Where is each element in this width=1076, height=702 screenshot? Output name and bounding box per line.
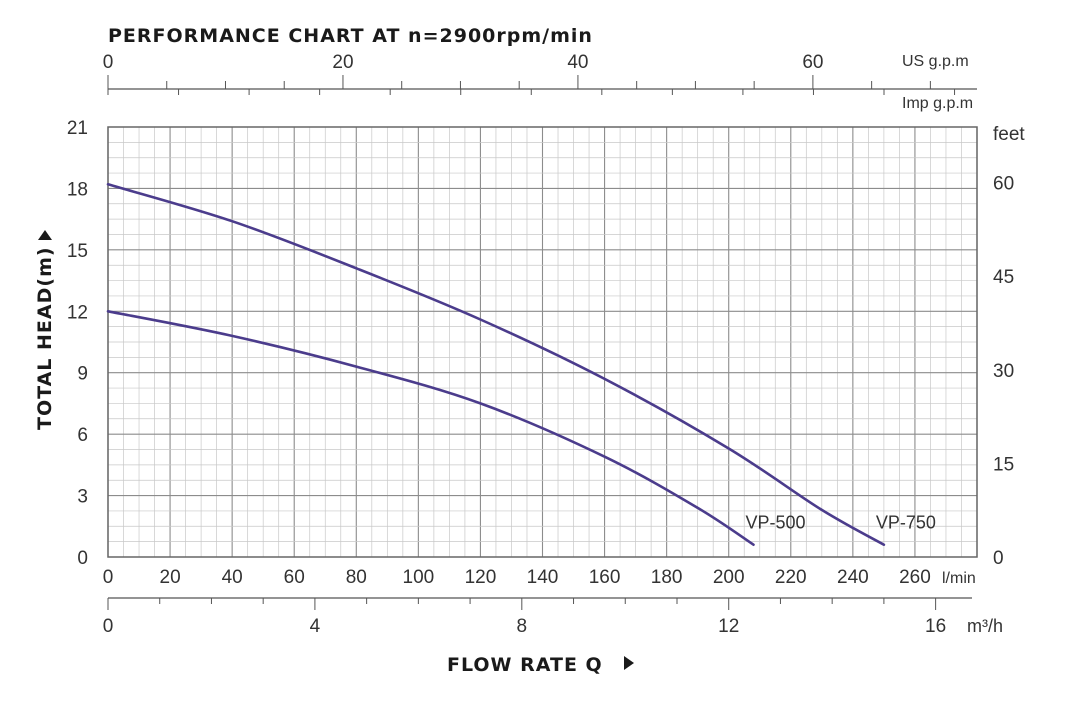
x-unit-label: l/min (942, 570, 976, 587)
x-axis-title: FLOW RATE Q (447, 654, 603, 676)
y-axis-arrow-icon (38, 230, 52, 240)
y-axis-title: TOTAL HEAD(m) (34, 246, 56, 430)
series-label: VP-500 (746, 513, 806, 533)
y-tick-label: 6 (77, 425, 88, 446)
m3h-tick-label: 0 (103, 616, 114, 637)
top-us-gpm-axis: 0 20 40 60 (103, 52, 977, 95)
right-feet-tick-label: 30 (993, 361, 1014, 382)
grid (107, 126, 978, 558)
us-gpm-tick-label: 0 (103, 52, 114, 73)
x-tick-label: 200 (713, 567, 745, 588)
right-feet-unit-label: feet (993, 124, 1025, 145)
top-us-unit-label: US g.p.m (902, 53, 969, 70)
x-tick-labels: 0 20 40 60 80 100 120 140 160 180 200 220 240 260 (103, 567, 931, 588)
right-feet-tick-label: 60 (993, 174, 1014, 195)
bottom-m3h-axis: 0 4 8 12 16 (103, 597, 972, 637)
right-feet-tick-label: 45 (993, 267, 1014, 288)
x-tick-label: 40 (222, 567, 243, 588)
series-layer: VP-750 VP-500 (106, 183, 936, 546)
x-tick-label: 240 (837, 567, 869, 588)
right-feet-tick-label: 15 (993, 454, 1014, 475)
m3h-tick-label: 16 (925, 616, 946, 637)
right-feet-tick-label: 0 (993, 548, 1004, 569)
m3h-tick-label: 4 (310, 616, 321, 637)
x-tick-label: 80 (346, 567, 367, 588)
x-tick-label: 60 (284, 567, 305, 588)
x-axis-arrow-icon (624, 656, 634, 670)
x-tick-label: 160 (589, 567, 621, 588)
y-tick-label: 18 (67, 179, 88, 200)
x-tick-label: 140 (527, 567, 559, 588)
y-tick-label: 12 (67, 302, 88, 323)
x-tick-label: 260 (899, 567, 931, 588)
y-tick-label: 9 (77, 364, 88, 385)
x-tick-label: 220 (775, 567, 807, 588)
bottom-m3h-unit-label: m³/h (967, 616, 1003, 636)
y-tick-label: 15 (67, 241, 88, 262)
m3h-tick-label: 12 (718, 616, 739, 637)
right-feet-tick-labels: 0 15 30 45 60 (993, 174, 1014, 569)
x-tick-label: 20 (160, 567, 181, 588)
series-label: VP-750 (876, 513, 936, 533)
x-tick-label: 120 (465, 567, 497, 588)
top-imp-unit-label: Imp g.p.m (902, 95, 973, 112)
y-tick-label: 3 (77, 487, 88, 508)
us-gpm-tick-label: 60 (802, 52, 823, 73)
m3h-tick-label: 8 (517, 616, 528, 637)
plot-frame (107, 126, 978, 558)
x-tick-label: 0 (103, 567, 114, 588)
series-line-vp-500 (106, 310, 755, 546)
y-tick-label: 21 (67, 118, 88, 139)
series-line-vp-750 (106, 183, 886, 546)
x-tick-label: 100 (403, 567, 435, 588)
y-tick-label: 0 (77, 548, 88, 569)
us-gpm-tick-label: 40 (567, 52, 588, 73)
chart-title: PERFORMANCE CHART AT n=2900rpm/min (108, 25, 593, 47)
x-tick-label: 180 (651, 567, 683, 588)
us-gpm-tick-label: 20 (332, 52, 353, 73)
y-tick-labels: 0 3 6 9 12 15 18 21 (67, 118, 88, 569)
